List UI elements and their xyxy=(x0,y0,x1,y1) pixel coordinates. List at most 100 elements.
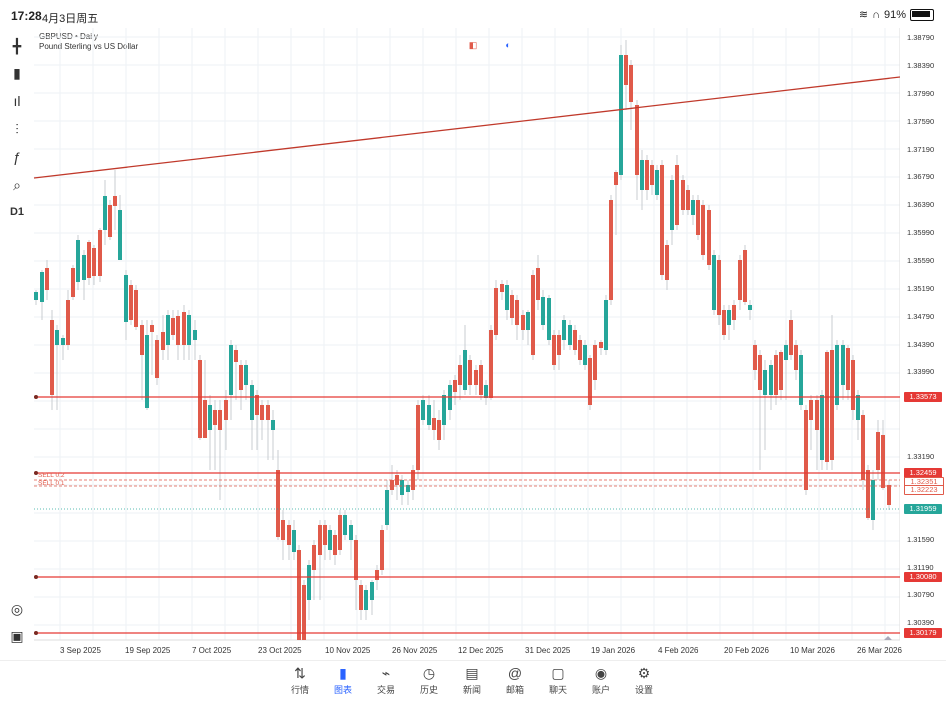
price-axis-label: 1.31590 xyxy=(907,535,935,544)
candle-body xyxy=(624,55,628,85)
alerts-icon[interactable]: ◎ xyxy=(10,601,24,617)
candle-body xyxy=(411,470,415,490)
candle-body xyxy=(650,165,654,185)
time-axis-label: 12 Dec 2025 xyxy=(458,646,504,655)
candle-body xyxy=(881,435,885,488)
settings-sliders-icon[interactable]: ⫶ xyxy=(15,121,19,137)
history-icon: ◷ xyxy=(422,665,436,681)
indicators-icon[interactable]: ıl xyxy=(13,93,21,109)
settings-icon: ⚙ xyxy=(637,665,651,681)
candle-body xyxy=(140,325,144,355)
price-tag: 1.30179 xyxy=(904,628,942,638)
chart-icon: ▮ xyxy=(339,665,347,681)
candle-body xyxy=(98,230,102,276)
time-axis-label: 3 Sep 2025 xyxy=(60,646,101,655)
candle-body xyxy=(193,330,197,340)
candle-body xyxy=(861,415,865,480)
tab-trade[interactable]: ⌁ 交易 xyxy=(366,664,406,700)
candle-body xyxy=(182,312,186,345)
candle-body xyxy=(234,350,238,362)
line-anchor xyxy=(34,395,38,399)
candle-body xyxy=(552,335,556,365)
candle-body xyxy=(343,515,347,535)
candle-body xyxy=(484,385,488,398)
price-tag: 1.30080 xyxy=(904,572,942,582)
candle-body xyxy=(359,585,363,610)
candle-body xyxy=(804,410,808,490)
tab-news[interactable]: ▤ 新闻 xyxy=(452,664,492,700)
tab-mail[interactable]: @ 邮箱 xyxy=(495,664,535,700)
trade-icon: ⌁ xyxy=(381,665,391,681)
candle-body xyxy=(815,400,819,430)
tab-account[interactable]: ◉ 账户 xyxy=(581,664,621,700)
time-axis-label: 23 Oct 2025 xyxy=(258,646,302,655)
candle-body xyxy=(276,470,280,537)
tab-history[interactable]: ◷ 历史 xyxy=(409,664,449,700)
candle-body xyxy=(370,582,374,600)
candle-body xyxy=(660,165,664,275)
logo-icon[interactable]: ▣ xyxy=(10,628,24,644)
candle-body xyxy=(364,590,368,610)
candles-icon[interactable]: ▮ xyxy=(13,65,21,81)
candle-body xyxy=(271,420,275,430)
order-label[interactable]: SELL 0.2 xyxy=(38,472,65,479)
candle-body xyxy=(562,320,566,340)
candle-body xyxy=(691,200,695,215)
candle-body xyxy=(665,245,669,280)
candle-body xyxy=(856,395,860,420)
candle-body xyxy=(145,335,149,408)
candle-body xyxy=(108,205,112,237)
candle-body xyxy=(474,370,478,385)
candle-body xyxy=(635,105,639,175)
candle-body xyxy=(479,365,483,395)
candle-body xyxy=(835,345,839,405)
candle-body xyxy=(701,205,705,255)
order-label[interactable]: SELL 0.1 xyxy=(38,480,65,487)
candle-body xyxy=(712,255,716,310)
candle-body xyxy=(789,320,793,355)
price-axis-label: 1.35590 xyxy=(907,256,935,265)
tab-chat[interactable]: ▢ 聊天 xyxy=(538,664,578,700)
candle-body xyxy=(748,305,752,310)
tab-label: 图表 xyxy=(333,685,352,695)
candle-body xyxy=(250,385,254,420)
function-icon[interactable]: ƒ xyxy=(13,149,21,165)
one-click-trade-icon[interactable]: ◧ xyxy=(468,40,478,50)
price-tag: 1.31959 xyxy=(904,504,942,514)
tab-label: 交易 xyxy=(376,685,395,695)
objects-icon[interactable]: ⌕ xyxy=(13,177,21,193)
chart-symbol: GBPUSD • Daily xyxy=(39,32,98,41)
candle-body xyxy=(318,525,322,555)
candle-body xyxy=(375,570,379,580)
candle-body xyxy=(846,348,850,390)
tab-quotes[interactable]: ⇅ 行情 xyxy=(280,664,320,700)
tab-chart[interactable]: ▮ 图表 xyxy=(323,664,363,700)
crosshair-icon[interactable]: ╋ xyxy=(12,38,22,54)
candle-body xyxy=(609,200,613,300)
candle-body xyxy=(224,400,228,420)
candle-body xyxy=(312,545,316,570)
scroll-indicator xyxy=(884,636,892,640)
price-axis-label: 1.37590 xyxy=(907,117,935,126)
candle-body xyxy=(707,210,711,265)
candle-body xyxy=(557,335,561,355)
candle-body xyxy=(763,370,767,395)
candle-body xyxy=(521,315,525,330)
time-axis-label: 4 Feb 2026 xyxy=(658,646,699,655)
candle-body xyxy=(203,400,207,438)
candle-body xyxy=(675,165,679,225)
candle-body xyxy=(448,385,452,410)
candle-body xyxy=(421,400,425,420)
price-axis-label: 1.34790 xyxy=(907,312,935,321)
price-axis-label: 1.33190 xyxy=(907,452,935,461)
candle-body xyxy=(779,352,783,390)
time-axis-label: 26 Mar 2026 xyxy=(857,646,902,655)
status-time: 17:28 xyxy=(11,9,42,23)
tab-settings[interactable]: ⚙ 设置 xyxy=(624,664,664,700)
candle-body xyxy=(55,330,59,345)
timeframe-label[interactable]: D1 xyxy=(9,206,25,218)
depth-icon[interactable]: ◐ xyxy=(505,40,511,50)
price-axis-label: 1.38790 xyxy=(907,33,935,42)
candle-body xyxy=(547,298,551,340)
